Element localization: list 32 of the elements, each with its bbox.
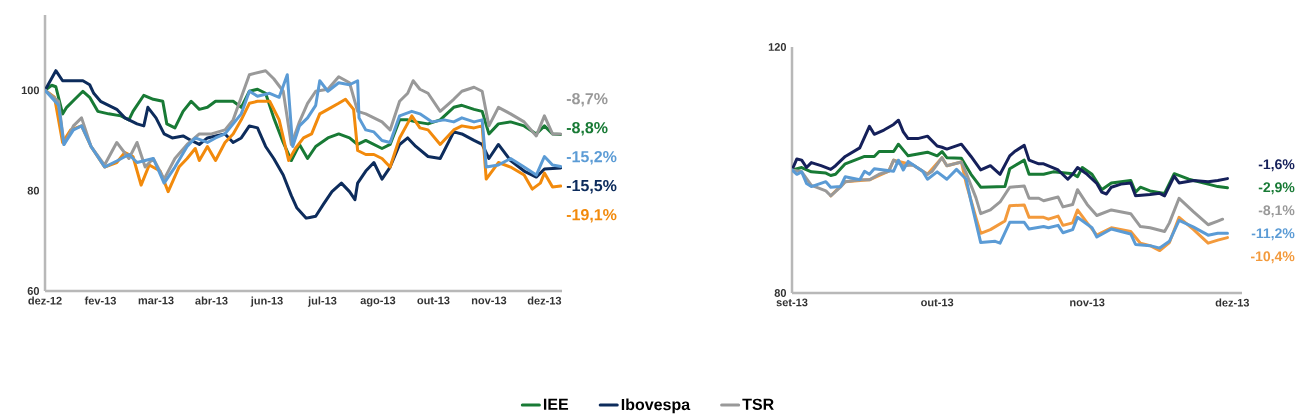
legend-label: Ibovespa bbox=[621, 398, 691, 414]
x-tick-label: dez-13 bbox=[1215, 298, 1250, 307]
text: -8,1% bbox=[1258, 205, 1295, 218]
x-tick-label: nov-13 bbox=[1070, 298, 1105, 307]
text: -10,4% bbox=[1250, 251, 1295, 264]
text: -8,7% bbox=[566, 92, 608, 107]
x-tick-label: ago-13 bbox=[360, 296, 396, 307]
x-tick-label: dez-12 bbox=[28, 296, 62, 305]
legend-label: IEE bbox=[543, 398, 569, 410]
text: -15,5% bbox=[566, 179, 617, 194]
x-tick-label: nov-13 bbox=[471, 296, 507, 305]
text: -15,2% bbox=[566, 150, 617, 165]
x-tick-label: jun-13 bbox=[250, 296, 283, 307]
text: -1,6% bbox=[1258, 159, 1295, 172]
text: -8,8% bbox=[566, 121, 608, 136]
x-tick-label: jul-13 bbox=[307, 296, 337, 307]
y-tick-label: 120 bbox=[768, 43, 787, 51]
text: -11,2% bbox=[1251, 228, 1295, 241]
y-tick-label: 60 bbox=[27, 287, 40, 295]
x-tick-label: dez-13 bbox=[527, 296, 562, 305]
x-tick-label: abr-13 bbox=[195, 296, 228, 305]
x-tick-label: set-13 bbox=[776, 298, 808, 307]
x-tick-label: mar-13 bbox=[138, 296, 174, 305]
y-tick-label: 80 bbox=[774, 289, 787, 297]
y-tick-label: 100 bbox=[21, 86, 40, 95]
text: -2,9% bbox=[1258, 182, 1295, 195]
x-tick-label: fev-13 bbox=[84, 296, 117, 305]
text: -19,1% bbox=[566, 208, 617, 223]
x-tick-label: out-13 bbox=[921, 298, 954, 307]
legend-label: TSR bbox=[742, 398, 774, 410]
x-tick-label: out-13 bbox=[417, 296, 450, 305]
y-tick-label: 80 bbox=[27, 186, 40, 195]
